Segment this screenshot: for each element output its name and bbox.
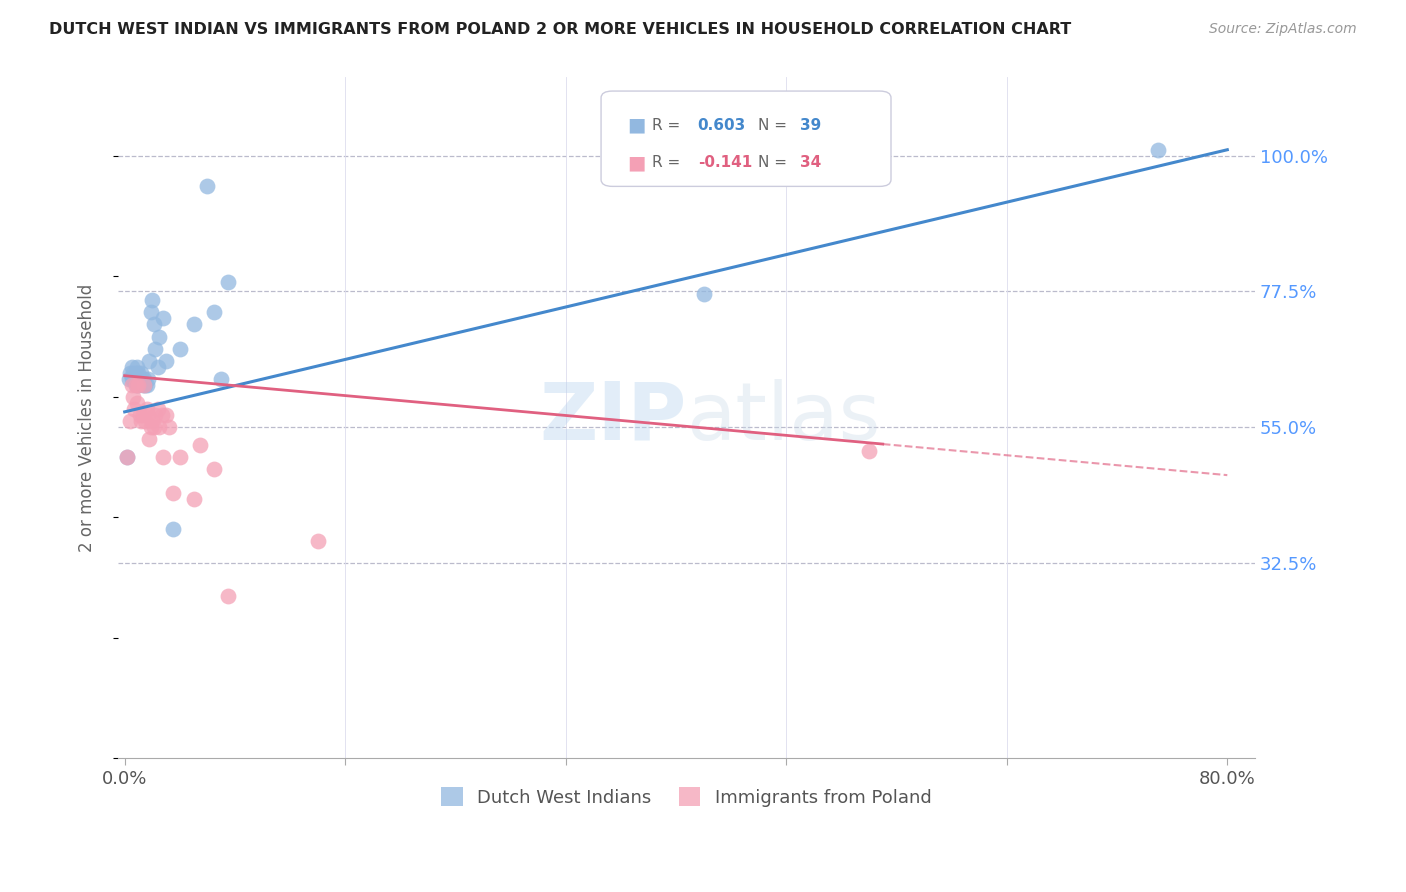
Point xyxy=(132,372,155,386)
Text: ZIP: ZIP xyxy=(538,379,686,457)
Point xyxy=(127,359,149,374)
Point xyxy=(143,342,166,356)
Text: 0.603: 0.603 xyxy=(697,118,747,133)
Point xyxy=(136,408,159,422)
Point xyxy=(692,287,714,301)
Text: R =: R = xyxy=(652,118,685,133)
Point xyxy=(169,450,191,464)
Point xyxy=(858,444,880,458)
Point xyxy=(141,293,163,308)
Point xyxy=(197,178,219,193)
Point xyxy=(136,372,159,386)
Point xyxy=(183,318,205,332)
Point xyxy=(135,377,157,392)
Point xyxy=(183,492,205,507)
Point xyxy=(162,486,184,500)
Text: ■: ■ xyxy=(627,153,645,172)
Point xyxy=(128,408,150,422)
Point xyxy=(217,589,239,603)
Point xyxy=(127,396,149,410)
Point xyxy=(139,305,162,319)
Point xyxy=(117,450,139,464)
Point xyxy=(217,275,239,289)
Point xyxy=(202,305,225,319)
Point xyxy=(132,377,155,392)
Text: Source: ZipAtlas.com: Source: ZipAtlas.com xyxy=(1209,22,1357,37)
Point xyxy=(138,432,160,446)
Point xyxy=(162,522,184,536)
Point xyxy=(131,377,153,392)
Point xyxy=(129,366,152,380)
Point xyxy=(139,420,162,434)
Point xyxy=(143,408,166,422)
Y-axis label: 2 or more Vehicles in Household: 2 or more Vehicles in Household xyxy=(79,284,96,552)
Point xyxy=(134,414,156,428)
Point xyxy=(190,438,212,452)
Point xyxy=(122,372,145,386)
Point xyxy=(152,450,174,464)
Point xyxy=(118,372,141,386)
Text: N =: N = xyxy=(758,118,792,133)
Text: 34: 34 xyxy=(800,155,821,170)
Legend: Dutch West Indians, Immigrants from Poland: Dutch West Indians, Immigrants from Pola… xyxy=(434,780,939,814)
Point xyxy=(155,353,177,368)
Point xyxy=(131,408,153,422)
Text: atlas: atlas xyxy=(686,379,880,457)
Point xyxy=(122,390,145,404)
Text: 39: 39 xyxy=(800,118,821,133)
Point xyxy=(125,377,148,392)
Point xyxy=(127,377,149,392)
Point xyxy=(135,401,157,416)
Point xyxy=(121,377,143,392)
Point xyxy=(155,408,177,422)
Point xyxy=(124,372,146,386)
Point xyxy=(150,408,173,422)
Point xyxy=(152,311,174,326)
Point xyxy=(148,329,170,343)
Point xyxy=(146,401,169,416)
Point xyxy=(128,372,150,386)
Point xyxy=(1147,143,1170,157)
Point xyxy=(127,372,149,386)
Text: DUTCH WEST INDIAN VS IMMIGRANTS FROM POLAND 2 OR MORE VEHICLES IN HOUSEHOLD CORR: DUTCH WEST INDIAN VS IMMIGRANTS FROM POL… xyxy=(49,22,1071,37)
Point xyxy=(157,420,180,434)
Point xyxy=(134,377,156,392)
Point xyxy=(121,359,143,374)
Point xyxy=(209,372,232,386)
Point xyxy=(307,534,329,549)
Point xyxy=(127,366,149,380)
FancyBboxPatch shape xyxy=(600,91,891,186)
Point xyxy=(138,353,160,368)
Point xyxy=(117,450,139,464)
Point xyxy=(142,420,165,434)
Point xyxy=(169,342,191,356)
Point xyxy=(121,372,143,386)
Point xyxy=(120,366,142,380)
Point xyxy=(124,401,146,416)
Point xyxy=(122,366,145,380)
Text: N =: N = xyxy=(758,155,792,170)
Point xyxy=(125,366,148,380)
Text: R =: R = xyxy=(652,155,685,170)
Point xyxy=(202,462,225,476)
Point xyxy=(125,377,148,392)
Point xyxy=(141,414,163,428)
Text: ■: ■ xyxy=(627,116,645,135)
Point xyxy=(146,359,169,374)
Text: -0.141: -0.141 xyxy=(697,155,752,170)
Point xyxy=(148,420,170,434)
Point xyxy=(120,414,142,428)
Point xyxy=(142,318,165,332)
Point xyxy=(129,414,152,428)
Point xyxy=(127,377,149,392)
